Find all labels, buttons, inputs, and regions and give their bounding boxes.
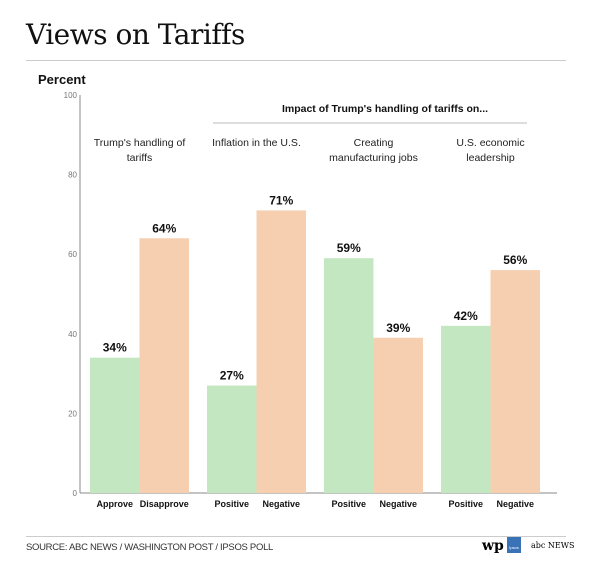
data-label: 56%: [503, 253, 527, 267]
x-tick-label: Positive: [331, 499, 366, 509]
bar-approve: [90, 357, 140, 493]
group-label: Inflation in the U.S.: [212, 137, 301, 149]
supergroup-label: Impact of Trump's handling of tariffs on…: [282, 103, 488, 115]
bar-positive: [441, 325, 491, 493]
chart-title: Views on Tariffs: [26, 18, 245, 51]
x-tick-label: Negative: [262, 499, 300, 509]
x-tick-label: Disapprove: [140, 499, 189, 509]
y-tick-label: 40: [68, 330, 77, 339]
data-label: 34%: [103, 341, 127, 355]
source-note: SOURCE: ABC NEWS / WASHINGTON POST / IPS…: [26, 542, 274, 553]
abc-news-logo: abc NEWS: [531, 541, 575, 550]
y-tick-label: 100: [64, 91, 78, 100]
data-label: 42%: [454, 309, 478, 323]
data-label: 64%: [152, 221, 176, 235]
x-tick-label: Positive: [214, 499, 249, 509]
data-label: 59%: [337, 241, 361, 255]
y-axis-label: Percent: [38, 72, 86, 87]
top-rule: [26, 60, 566, 61]
data-label: 39%: [386, 321, 410, 335]
ipsos-logo: Ipsos: [507, 537, 521, 553]
data-label: 71%: [269, 193, 293, 207]
group-label: Trump's handling of tariffs: [94, 137, 186, 164]
bar-negative: [256, 210, 306, 494]
bar-positive: [207, 385, 257, 493]
y-tick-label: 80: [68, 171, 77, 180]
data-label: 27%: [220, 369, 244, 383]
bar-negative: [373, 337, 423, 493]
y-tick-label: 20: [68, 409, 77, 418]
group-label: Creating manufacturing jobs: [329, 137, 418, 164]
x-tick-label: Approve: [96, 499, 133, 509]
x-tick-label: Negative: [496, 499, 534, 509]
y-tick-label: 60: [68, 250, 77, 259]
wp-logo: wp: [482, 538, 504, 554]
bar-disapprove: [139, 238, 189, 493]
bar-negative: [490, 270, 540, 493]
group-label: U.S. economic leadership: [456, 137, 524, 164]
bar-positive: [324, 258, 374, 493]
x-tick-label: Positive: [448, 499, 483, 509]
y-tick-label: 0: [73, 489, 78, 498]
bottom-rule: [26, 536, 566, 537]
x-tick-label: Negative: [379, 499, 417, 509]
